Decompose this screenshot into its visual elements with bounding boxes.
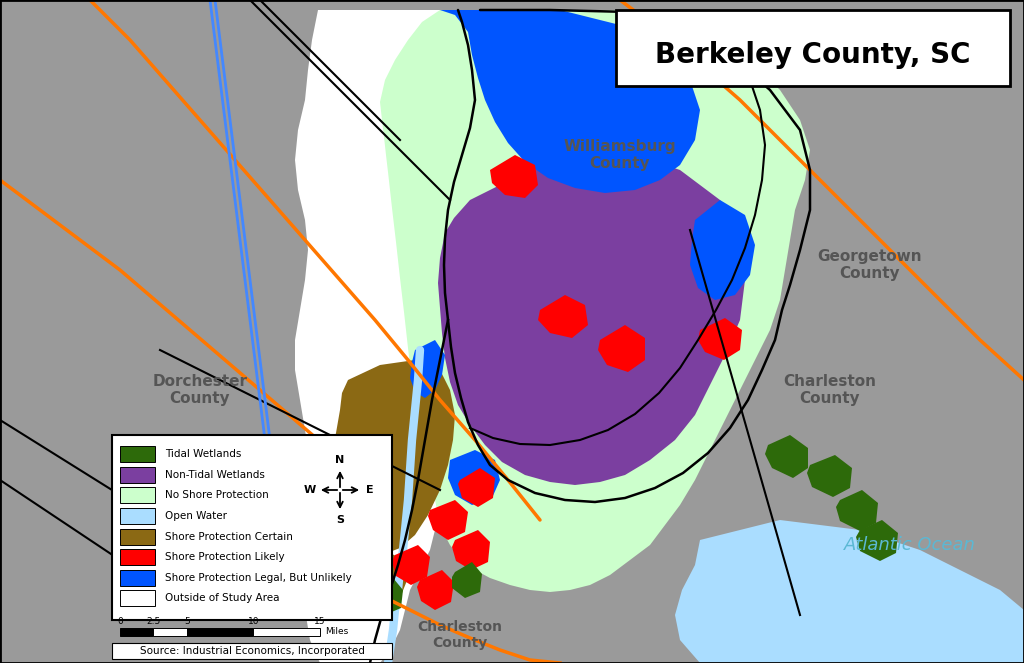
Text: Non-Tidal Wetlands: Non-Tidal Wetlands: [165, 469, 265, 479]
Polygon shape: [856, 520, 898, 561]
Text: Miles: Miles: [325, 627, 348, 636]
Text: Source: Industrial Economics, Incorporated: Source: Industrial Economics, Incorporat…: [139, 646, 365, 656]
Bar: [154, 628, 186, 636]
Text: S: S: [336, 515, 344, 525]
Text: 0: 0: [117, 617, 123, 626]
Polygon shape: [438, 150, 745, 485]
Text: Charleston
County: Charleston County: [783, 374, 877, 406]
Text: Outside of Study Area: Outside of Study Area: [165, 593, 280, 603]
Polygon shape: [374, 578, 403, 614]
Polygon shape: [698, 318, 742, 360]
Text: E: E: [367, 485, 374, 495]
Polygon shape: [325, 360, 455, 555]
Polygon shape: [458, 468, 495, 507]
Bar: [120, 590, 155, 607]
Bar: [112, 643, 392, 659]
Polygon shape: [538, 295, 588, 338]
Text: Williamsburg
County: Williamsburg County: [563, 139, 676, 171]
Bar: [186, 628, 253, 636]
Polygon shape: [449, 450, 500, 505]
Polygon shape: [836, 490, 878, 531]
Polygon shape: [348, 548, 408, 607]
Bar: [120, 467, 155, 483]
Text: Tidal Wetlands: Tidal Wetlands: [165, 449, 242, 459]
Text: Atlantic Ocean: Atlantic Ocean: [844, 536, 976, 554]
Text: Open Water: Open Water: [165, 511, 227, 521]
Text: Charleston
County: Charleston County: [418, 620, 503, 650]
Polygon shape: [765, 435, 808, 478]
Text: 5: 5: [183, 617, 189, 626]
Polygon shape: [452, 562, 482, 598]
Polygon shape: [598, 325, 645, 372]
Text: W: W: [304, 485, 316, 495]
Polygon shape: [807, 455, 852, 497]
Text: Berkeley County, SC: Berkeley County, SC: [655, 41, 971, 69]
Bar: [120, 549, 155, 565]
Text: N: N: [336, 455, 345, 465]
Polygon shape: [392, 545, 430, 585]
Polygon shape: [428, 500, 468, 540]
Text: Shore Protection Likely: Shore Protection Likely: [165, 552, 285, 562]
Text: Georgetown
County: Georgetown County: [818, 249, 923, 281]
Text: 2.5: 2.5: [146, 617, 161, 626]
Bar: [120, 570, 155, 585]
FancyBboxPatch shape: [616, 10, 1010, 86]
Polygon shape: [452, 530, 490, 570]
Polygon shape: [490, 155, 538, 198]
Polygon shape: [440, 10, 700, 193]
Text: 15: 15: [314, 617, 326, 626]
Polygon shape: [417, 570, 454, 610]
Polygon shape: [295, 10, 530, 663]
Bar: [112, 435, 392, 620]
Text: 10: 10: [248, 617, 259, 626]
Bar: [253, 628, 319, 636]
Text: Shore Protection Certain: Shore Protection Certain: [165, 532, 293, 542]
Bar: [120, 487, 155, 503]
Polygon shape: [690, 200, 755, 300]
Bar: [120, 628, 154, 636]
Bar: [120, 508, 155, 524]
Text: No Shore Protection: No Shore Protection: [165, 490, 268, 501]
Text: Shore Protection Legal, But Unlikely: Shore Protection Legal, But Unlikely: [165, 573, 352, 583]
Polygon shape: [675, 520, 1024, 663]
Bar: [120, 528, 155, 544]
Bar: [120, 446, 155, 462]
Text: Dorchester
County: Dorchester County: [153, 374, 248, 406]
Polygon shape: [410, 340, 445, 398]
Polygon shape: [380, 10, 810, 592]
